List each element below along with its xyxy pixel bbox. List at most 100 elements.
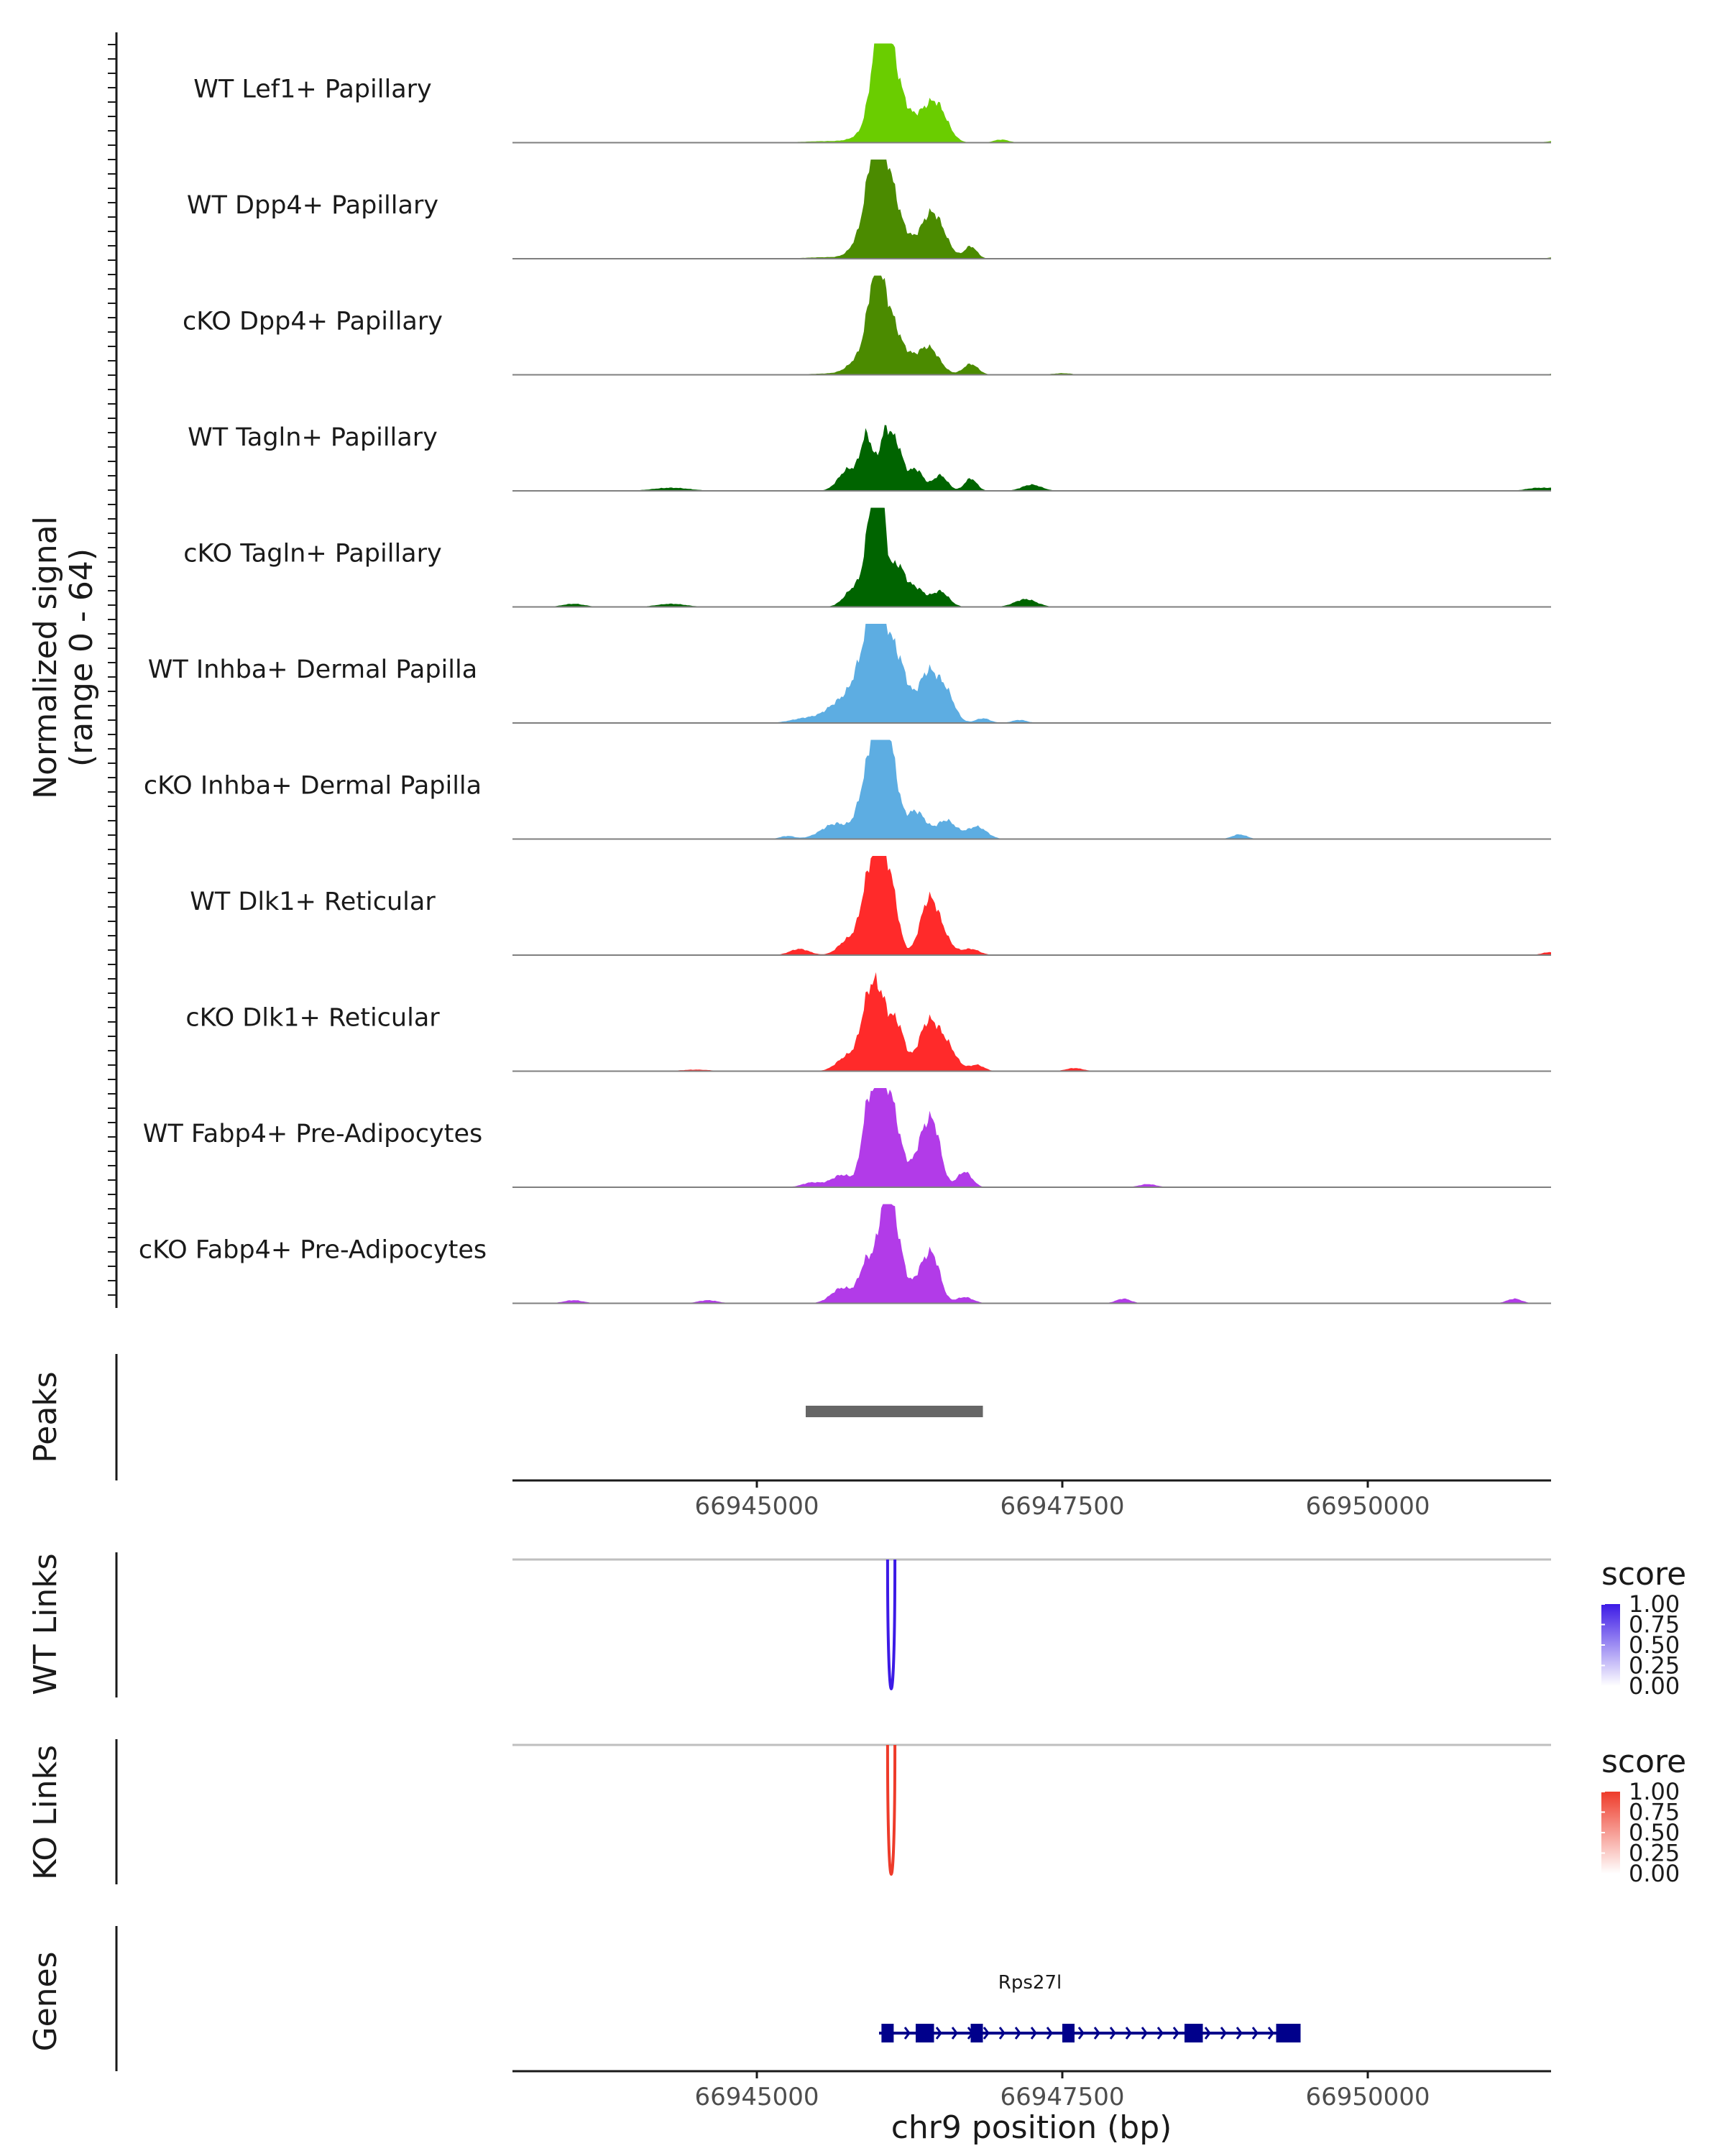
ko-links-panel: KO Links	[27, 1739, 1551, 1884]
wt-score-legend: score 1.000.750.500.250.00	[1601, 1556, 1686, 1700]
strand-arrow	[1109, 2027, 1116, 2040]
legend-tick-label: 0.75	[1629, 1611, 1680, 1639]
x-tick-label: 66950000	[1305, 1492, 1430, 1521]
coverage-tracks: WT Lef1+ Papillary WT Dpp4+ Papillary cKO …	[108, 32, 1551, 1308]
track-label: cKO Dpp4+ Papillary	[183, 308, 443, 336]
y-axis-label: Normalized signal (range 0 - 64)	[27, 516, 100, 799]
wt-legend-title: score	[1601, 1556, 1686, 1593]
legend-tick-label: 0.75	[1629, 1799, 1680, 1826]
coverage-area	[512, 425, 1551, 491]
strand-arrow	[903, 2027, 911, 2040]
gene-exon	[916, 2024, 934, 2042]
track-label: WT Dpp4+ Papillary	[187, 191, 438, 220]
ko-links-label: KO Links	[27, 1745, 64, 1880]
gene-exon	[970, 2024, 983, 2042]
x-tick-label: 66947500	[1000, 2083, 1124, 2111]
link-arc	[886, 1559, 897, 1690]
coverage-track: WT Dpp4+ Papillary	[187, 160, 1551, 259]
peaks-panel-label: Peaks	[27, 1371, 64, 1462]
strand-arrow	[1172, 2027, 1179, 2040]
track-label: WT Inhba+ Dermal Papilla	[148, 655, 477, 684]
strand-arrow	[1030, 2027, 1037, 2040]
x-tick-label: 66947500	[1000, 1492, 1124, 1521]
strand-arrow	[998, 2027, 1006, 2040]
strand-arrow	[1251, 2027, 1259, 2040]
wt-link-arcs	[886, 1559, 897, 1690]
coverage-track: WT Inhba+ Dermal Papilla	[148, 624, 1551, 724]
coverage-area	[512, 972, 1551, 1072]
track-label: cKO Tagln+ Papillary	[183, 540, 442, 568]
ko-legend-ticks: 1.000.750.500.250.00	[1601, 1778, 1680, 1887]
legend-tick-label: 0.00	[1629, 1860, 1680, 1887]
legend-tick-label: 1.00	[1629, 1590, 1680, 1618]
x-tick-label: 66945000	[694, 2083, 819, 2111]
legend-tick-label: 0.50	[1629, 1631, 1680, 1659]
track-label: WT Fabp4+ Pre-Adipocytes	[143, 1120, 482, 1148]
track-label: cKO Dlk1+ Reticular	[185, 1004, 440, 1033]
coverage-track: cKO Dpp4+ Papillary	[183, 275, 1551, 376]
legend-tick-label: 0.25	[1629, 1840, 1680, 1867]
strand-arrow	[951, 2027, 958, 2040]
strand-arrow	[983, 2027, 990, 2040]
coverage-area	[512, 160, 1551, 259]
peak-region	[806, 1406, 983, 1417]
strand-arrow	[1046, 2027, 1053, 2040]
peak-regions	[806, 1406, 983, 1417]
strand-arrow	[1204, 2027, 1211, 2040]
coverage-area	[512, 624, 1551, 723]
coverage-track: WT Dlk1+ Reticular	[190, 856, 1551, 956]
coverage-track: WT Tagln+ Papillary	[188, 423, 1551, 492]
gene-exon	[1276, 2024, 1301, 2042]
gene-name-label: Rps27l	[998, 1972, 1062, 1994]
wt-links-label: WT Links	[27, 1553, 64, 1695]
coverage-area	[512, 1088, 1551, 1187]
x-axis-label: chr9 position (bp)	[891, 2109, 1172, 2146]
strand-arrow	[1236, 2027, 1243, 2040]
strand-arrow	[935, 2027, 942, 2040]
genes-panel: Genes Rps27l	[27, 1926, 1301, 2071]
legend-tick-label: 0.50	[1629, 1819, 1680, 1846]
coverage-track: WT Fabp4+ Pre-Adipocytes	[143, 1088, 1551, 1188]
x-axis-bottom: 66945000 66947500 66950000	[512, 2070, 1551, 2111]
track-label: cKO Inhba+ Dermal Papilla	[144, 772, 482, 801]
strand-arrow	[1077, 2027, 1085, 2040]
ylabel-text: Normalized signal	[27, 516, 64, 799]
ko-link-arcs	[886, 1744, 897, 1876]
ko-legend-title: score	[1601, 1743, 1686, 1780]
coverage-area	[512, 1204, 1551, 1304]
strand-arrow	[1141, 2027, 1148, 2040]
coverage-track: cKO Fabp4+ Pre-Adipocytes	[139, 1204, 1551, 1304]
legend-tick-label: 0.25	[1629, 1652, 1680, 1680]
coverage-track: cKO Tagln+ Papillary	[183, 507, 1551, 608]
x-tick-label: 66950000	[1305, 2083, 1430, 2111]
strand-arrow	[1093, 2027, 1100, 2040]
gene-exon	[1184, 2024, 1203, 2042]
wt-legend-ticks: 1.000.750.500.250.00	[1601, 1590, 1680, 1700]
strand-arrow	[1267, 2027, 1274, 2040]
track-label: cKO Fabp4+ Pre-Adipocytes	[139, 1236, 487, 1265]
x-axis-top: 66945000 66947500 66950000	[512, 1479, 1551, 1521]
gene-model	[879, 2024, 1301, 2042]
coverage-area	[512, 740, 1551, 839]
coverage-track: cKO Inhba+ Dermal Papilla	[144, 740, 1551, 840]
coverage-area	[512, 43, 1551, 143]
coverage-area	[512, 507, 1551, 607]
strand-arrow	[1220, 2027, 1227, 2040]
strand-arrow	[1125, 2027, 1132, 2040]
peaks-panel: Peaks	[27, 1354, 983, 1480]
link-arc	[886, 1744, 897, 1876]
legend-tick-label: 0.00	[1629, 1672, 1680, 1700]
ko-score-legend: score 1.000.750.500.250.00	[1601, 1743, 1686, 1887]
strand-arrow	[1156, 2027, 1164, 2040]
ylabel-range-text: (range 0 - 64)	[63, 548, 100, 767]
legend-tick-label: 1.00	[1629, 1778, 1680, 1805]
gene-exon	[1062, 2024, 1075, 2042]
strand-arrow	[1014, 2027, 1021, 2040]
coverage-area	[512, 275, 1551, 375]
track-label: WT Dlk1+ Reticular	[190, 888, 436, 916]
x-tick-label: 66945000	[694, 1492, 819, 1521]
track-label: WT Lef1+ Papillary	[193, 75, 432, 104]
coverage-track: WT Lef1+ Papillary	[193, 43, 1551, 144]
coverage-area	[512, 856, 1551, 955]
